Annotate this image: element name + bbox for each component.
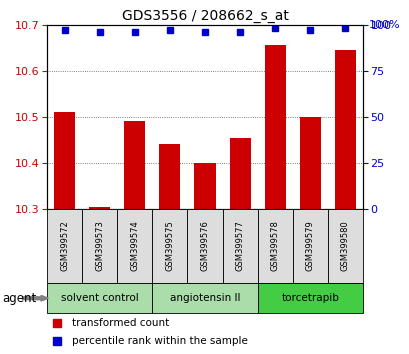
Bar [264, 45, 285, 209]
Text: percentile rank within the sample: percentile rank within the sample [72, 336, 248, 346]
Bar [257, 283, 362, 313]
Text: GSM399574: GSM399574 [130, 221, 139, 272]
Text: GSM399580: GSM399580 [340, 221, 349, 272]
Text: 100%: 100% [368, 20, 399, 30]
Bar [117, 209, 152, 283]
Text: GSM399576: GSM399576 [200, 221, 209, 272]
Text: agent: agent [2, 292, 36, 305]
Text: GSM399577: GSM399577 [235, 221, 244, 272]
Bar [152, 283, 257, 313]
Bar [159, 144, 180, 209]
Bar [327, 209, 362, 283]
Bar [152, 209, 187, 283]
Bar [229, 137, 250, 209]
Text: GSM399572: GSM399572 [60, 221, 69, 272]
Bar [299, 117, 320, 209]
Bar [187, 209, 222, 283]
Text: GSM399579: GSM399579 [305, 221, 314, 272]
Text: solvent control: solvent control [61, 293, 138, 303]
Text: GSM399575: GSM399575 [165, 221, 174, 272]
Bar [47, 209, 82, 283]
Text: angiotensin II: angiotensin II [169, 293, 240, 303]
Bar [334, 50, 355, 209]
Bar [124, 121, 145, 209]
Bar [222, 209, 257, 283]
Bar [82, 209, 117, 283]
Bar [89, 207, 110, 209]
Bar [194, 163, 215, 209]
Bar [292, 209, 327, 283]
Text: GDS3556 / 208662_s_at: GDS3556 / 208662_s_at [121, 9, 288, 23]
Text: torcetrapib: torcetrapib [281, 293, 338, 303]
Bar [47, 283, 152, 313]
Bar [54, 112, 75, 209]
Text: transformed count: transformed count [72, 318, 169, 327]
Text: GSM399578: GSM399578 [270, 221, 279, 272]
Bar [257, 209, 292, 283]
Text: GSM399573: GSM399573 [95, 221, 104, 272]
